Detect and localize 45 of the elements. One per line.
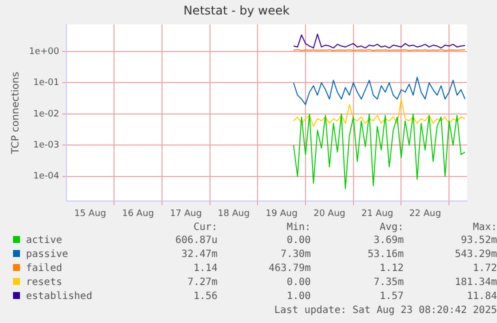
- legend-label: resets: [25, 276, 64, 290]
- legend-label: failed: [25, 262, 64, 276]
- legend-label: passive: [25, 248, 70, 262]
- y-tick-label: 1e+00: [28, 46, 60, 57]
- y-tick-label: 1e-03: [33, 140, 60, 150]
- text: 543.29m: [454, 248, 497, 262]
- text: 1.00: [286, 290, 311, 304]
- y-tick-label: 1e-01: [33, 78, 60, 88]
- text: 7.27m: [186, 276, 218, 290]
- text: Cur:: [192, 222, 218, 234]
- text: 7.35m: [372, 276, 404, 290]
- x-tick-label: 21 Aug: [361, 208, 394, 219]
- text: Max:: [472, 222, 497, 234]
- text: 181.34m: [454, 276, 497, 290]
- y-tick-label: 1e-04: [33, 172, 60, 182]
- y-tick-label: 1e-02: [33, 109, 60, 120]
- x-tick-label: 20 Aug: [313, 208, 346, 219]
- x-tick-label: 22 Aug: [409, 208, 442, 219]
- text: Min:: [286, 222, 311, 234]
- x-tick-label: 16 Aug: [122, 208, 154, 219]
- text: 32.47m: [180, 248, 218, 262]
- text: 3.69m: [372, 234, 404, 248]
- text: 1.56: [192, 290, 218, 304]
- text: 1.12: [378, 262, 404, 276]
- text: 0.00: [286, 276, 311, 290]
- legend-label: established: [25, 290, 94, 304]
- text: 11.84: [466, 290, 497, 304]
- text: 53.16m: [366, 248, 404, 262]
- x-tick-label: 19 Aug: [266, 208, 298, 219]
- text: Last update: Sat Aug 23 08:20:42 2025: [273, 304, 497, 318]
- y-axis-title: TCP connections: [10, 72, 22, 155]
- x-tick-label: 17 Aug: [170, 208, 202, 219]
- text: 1.57: [378, 290, 404, 304]
- x-tick-label: 18 Aug: [218, 208, 250, 219]
- text: 7.30m: [280, 248, 311, 262]
- text: 0.00: [286, 234, 311, 248]
- text: 463.79m: [268, 262, 311, 276]
- chart-title: Netstat - by week: [183, 3, 290, 18]
- text: 1.72: [472, 262, 497, 276]
- text: 93.52m: [460, 234, 497, 248]
- legend-label: active: [25, 234, 64, 248]
- text: 606.87u: [174, 234, 218, 248]
- text: Avg:: [378, 222, 404, 234]
- text: 1.14: [192, 262, 218, 276]
- x-tick-label: 15 Aug: [74, 208, 106, 219]
